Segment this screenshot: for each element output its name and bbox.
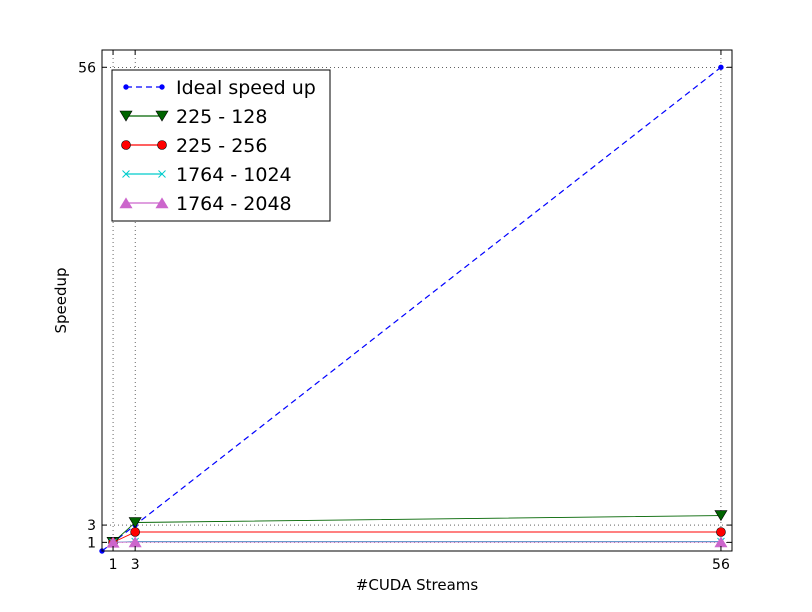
legend-marker xyxy=(157,140,167,150)
legend-marker-b xyxy=(122,170,130,178)
plot-frame xyxy=(101,49,733,552)
legend: Ideal speed up 225 - 128 225 - 256 1764 - 1… xyxy=(111,69,331,222)
y-tick-label: 56 xyxy=(78,60,96,76)
legend-marker xyxy=(119,110,133,122)
y-tick-label: 3 xyxy=(87,518,96,534)
legend-item: 225 - 128 xyxy=(119,106,267,128)
legend-marker xyxy=(155,197,169,209)
series-line xyxy=(112,531,721,543)
x-axis-label: #CUDA Streams xyxy=(356,576,479,594)
legend-marker-b xyxy=(158,170,166,178)
legend-item: Ideal speed up xyxy=(123,77,316,99)
legend-label: 225 - 128 xyxy=(176,106,267,128)
legend-marker xyxy=(123,84,129,90)
series-line xyxy=(112,515,721,543)
legend-marker xyxy=(155,110,169,122)
legend-marker xyxy=(119,197,133,209)
legend-item: 225 - 256 xyxy=(121,135,267,157)
series-line xyxy=(101,66,722,552)
data-point xyxy=(718,64,724,70)
legend-marker xyxy=(121,140,131,150)
data-point xyxy=(128,517,142,529)
x-tick-label: 56 xyxy=(712,557,730,573)
data-point xyxy=(714,510,728,522)
legend-item: 1764 - 1024 xyxy=(122,164,292,186)
x-tick-label: 1 xyxy=(109,557,118,573)
legend-item: 1764 - 2048 xyxy=(119,193,292,215)
data-point xyxy=(130,527,140,537)
legend-label: 1764 - 2048 xyxy=(176,193,292,215)
legend-label: 225 - 256 xyxy=(176,135,267,157)
series-4 xyxy=(106,536,728,548)
series-2 xyxy=(108,527,726,548)
legend-label: Ideal speed up xyxy=(176,77,316,99)
legend-marker xyxy=(159,84,165,90)
x-tick-label: 3 xyxy=(131,557,140,573)
y-axis-label: Speedup xyxy=(52,267,70,333)
legend-label: 1764 - 1024 xyxy=(176,164,292,186)
y-tick-label: 1 xyxy=(87,535,96,551)
data-point xyxy=(716,527,726,537)
series-layer xyxy=(99,64,728,554)
